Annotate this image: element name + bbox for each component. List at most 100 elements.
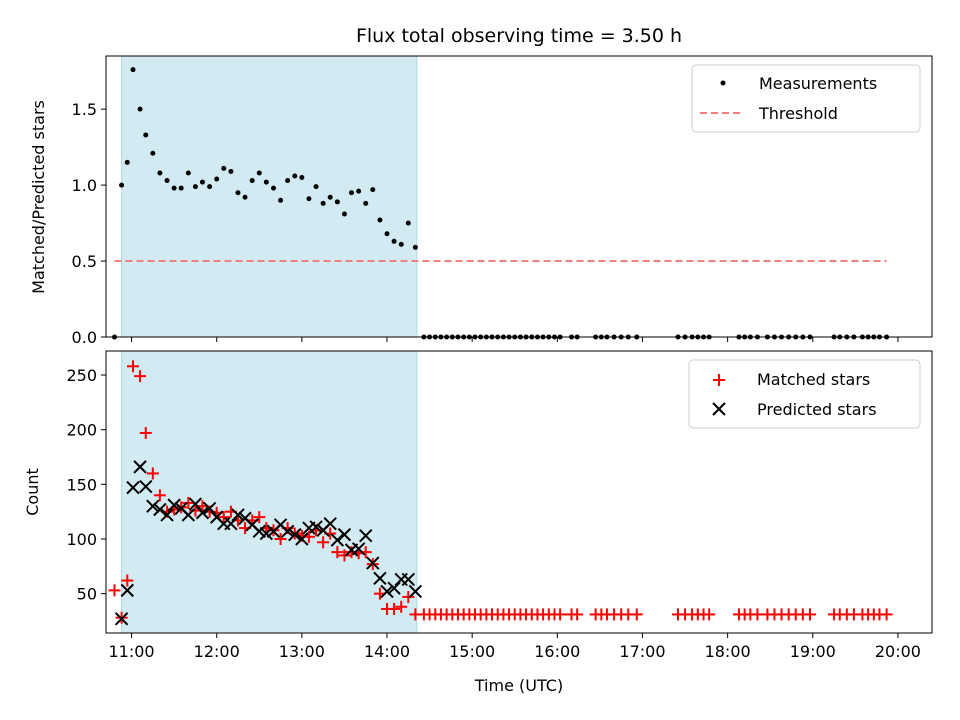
matched-star-point xyxy=(253,511,266,524)
star-count-legend-box xyxy=(688,359,921,429)
flux-ratio-y-tick-label: 1.0 xyxy=(72,176,97,195)
measurement-point xyxy=(356,188,362,194)
measurement-point xyxy=(221,165,227,171)
measurement-point xyxy=(270,185,276,191)
matched-star-point xyxy=(703,608,716,621)
predicted-star-point xyxy=(351,542,366,556)
star-count-y-tick-label: 100 xyxy=(66,530,97,549)
x-tick-label: 13:00 xyxy=(279,642,325,661)
predicted-star-point xyxy=(408,584,423,599)
flux-ratio-shaded-region xyxy=(121,55,418,338)
matched-star-point xyxy=(571,608,584,621)
matched-star-point xyxy=(338,549,351,562)
measurement-point xyxy=(171,185,177,191)
measurement-point xyxy=(185,170,191,176)
measurement-point xyxy=(150,150,156,156)
legend-measurements-label: Measurements xyxy=(759,74,877,93)
x-tick-label: 18:00 xyxy=(705,642,751,661)
legend-matched-label: Matched stars xyxy=(757,370,870,389)
matched-star-point xyxy=(803,608,816,621)
measurement-point xyxy=(334,199,340,205)
predicted-star-point xyxy=(359,529,373,543)
star-count-plot-frame xyxy=(105,350,933,634)
measurement-point xyxy=(130,67,136,73)
measurement-point xyxy=(228,168,234,174)
predicted-star-point xyxy=(323,516,337,531)
predicted-star-point xyxy=(114,612,129,626)
legend-measurements-marker xyxy=(720,80,726,86)
matched-star-point xyxy=(217,511,230,524)
measurement-point xyxy=(327,194,333,200)
star-count-axes: 50 100 150 200 250 11:00 12:00 13:00 14:00 15:00 1… xyxy=(66,366,921,661)
measurement-point xyxy=(164,178,170,184)
matched-star-point xyxy=(630,608,643,621)
predicted-star-point xyxy=(126,480,140,495)
measurement-point xyxy=(192,184,198,190)
legend-threshold-label: Threshold xyxy=(758,104,838,123)
predicted-star-point xyxy=(139,479,153,494)
flux-ratio-legend: Measurements Threshold xyxy=(691,64,921,133)
flux-ratio-y-tick-label: 0.0 xyxy=(72,328,97,347)
matched-star-point xyxy=(139,426,152,439)
predicted-star-point xyxy=(337,527,352,542)
matched-star-point xyxy=(395,600,408,613)
predicted-star-point xyxy=(195,506,210,520)
predicted-star-point xyxy=(120,583,134,598)
matched-star-point xyxy=(554,608,567,621)
predicted-star-point xyxy=(280,524,295,539)
legend-predicted-marker xyxy=(712,402,726,416)
measurement-point xyxy=(124,159,130,165)
measurement-point xyxy=(207,184,213,190)
matched-star-point xyxy=(331,546,344,559)
measurement-point xyxy=(178,185,184,191)
measurement-point xyxy=(363,200,369,206)
x-axis-label: Time (UTC) xyxy=(474,676,563,695)
matched-star-point xyxy=(153,489,166,502)
matched-star-point xyxy=(121,574,134,587)
matched-star-point xyxy=(880,608,893,621)
predicted-star-point xyxy=(153,502,167,517)
predicted-star-point xyxy=(188,497,203,511)
predicted-star-point xyxy=(146,499,160,513)
chart-title: Flux total observing time = 3.50 h xyxy=(356,25,682,47)
matched-star-point xyxy=(388,602,401,615)
legend-predicted-label: Predicted stars xyxy=(757,400,877,419)
measurement-point xyxy=(384,231,390,237)
measurement-point xyxy=(278,197,284,203)
matched-star-point xyxy=(317,536,330,549)
measurement-point xyxy=(398,241,404,247)
predicted-star-point xyxy=(373,571,387,586)
x-tick-label: 11:00 xyxy=(108,642,154,661)
matched-star-point xyxy=(182,496,195,509)
x-tick-label: 14:00 xyxy=(364,642,410,661)
star-count-y-tick-label: 250 xyxy=(66,366,97,385)
matched-star-point xyxy=(402,590,415,603)
measurement-point xyxy=(263,179,269,185)
measurement-point xyxy=(285,178,291,184)
measurement-point xyxy=(391,238,397,244)
measurement-point xyxy=(292,173,298,179)
flux-ratio-y-axis-label: Matched/Predicted stars xyxy=(29,100,48,294)
matched-star-point xyxy=(274,533,287,545)
measurement-point xyxy=(235,190,241,196)
flux-ratio-axes: 0.0 0.5 1.0 1.5 xyxy=(72,100,899,347)
predicted-star-point xyxy=(401,572,416,587)
measurement-point xyxy=(377,217,383,223)
measurement-point xyxy=(412,244,418,250)
x-tick-label: 12:00 xyxy=(194,642,240,661)
x-tick-label: 20:00 xyxy=(875,642,921,661)
predicted-star-point xyxy=(288,527,302,542)
measurement-point xyxy=(341,211,347,217)
predicted-star-point xyxy=(224,516,238,531)
star-count-panel: 50 100 150 200 250 11:00 12:00 13:00 14:00 15:00 1… xyxy=(23,350,933,695)
flux-ratio-legend-box xyxy=(691,64,921,133)
x-tick-label: 17:00 xyxy=(619,642,665,661)
flux-ratio-panel: 0.0 0.5 1.0 1.5 Matched/Predicted stars Mea… xyxy=(29,55,933,347)
flux-ratio-y-tick-label: 1.5 xyxy=(72,100,97,119)
matched-star-point xyxy=(126,360,139,373)
measurement-point xyxy=(405,220,411,226)
measurement-point xyxy=(199,179,205,185)
legend-matched-marker xyxy=(713,374,725,386)
measurement-point xyxy=(143,132,149,138)
